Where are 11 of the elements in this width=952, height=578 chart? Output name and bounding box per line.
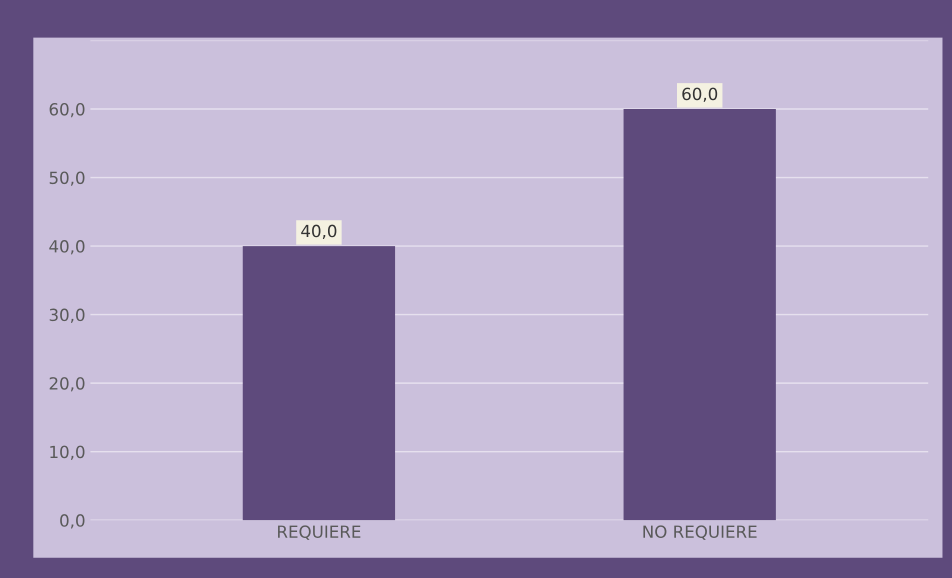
y-tick-label: 10,0: [50, 446, 84, 460]
data-label: 40,0: [301, 224, 336, 239]
y-tick-label: 0,0: [60, 514, 84, 528]
y-tick-label: 60,0: [50, 102, 84, 118]
y-tick-label: 50,0: [50, 171, 84, 186]
x-tick-label: NO REQUIERE: [643, 525, 757, 540]
y-tick-label: 20,0: [50, 377, 84, 392]
data-label: 60,0: [682, 88, 718, 102]
y-tick-label: 30,0: [50, 308, 84, 323]
y-tick-label: 40,0: [49, 240, 84, 254]
x-tick-label: REQUIERE: [278, 525, 360, 540]
